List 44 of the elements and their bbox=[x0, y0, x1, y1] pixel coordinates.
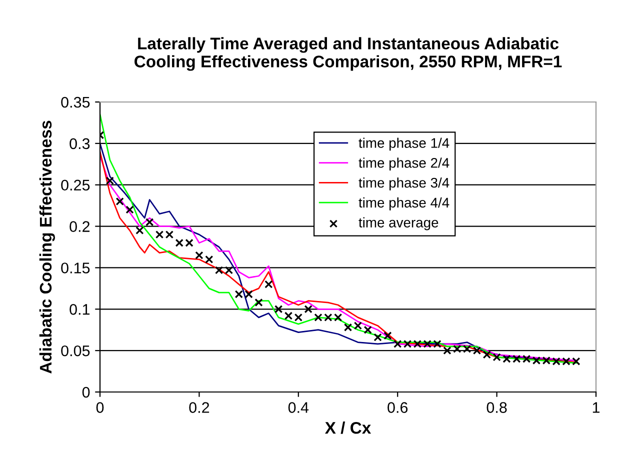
point bbox=[195, 251, 204, 260]
point bbox=[294, 313, 302, 322]
legend-label: time phase 1/4 bbox=[358, 138, 450, 151]
y-axis-title: Adiabatic Cooling Effectiveness bbox=[39, 120, 55, 374]
y-tick-label: 0 bbox=[82, 386, 90, 398]
y-tick-label: 0.2 bbox=[70, 221, 90, 232]
legend-label: time phase 4/4 bbox=[358, 197, 450, 210]
point bbox=[443, 346, 452, 355]
point bbox=[344, 323, 352, 332]
point bbox=[354, 322, 362, 330]
point bbox=[364, 326, 372, 334]
x-tick-label: 0.2 bbox=[189, 402, 210, 413]
y-tick-label: 0.3 bbox=[70, 138, 90, 150]
point bbox=[304, 305, 312, 314]
x-tick-label: 0.6 bbox=[388, 402, 408, 413]
y-tick-label: 0.35 bbox=[61, 96, 90, 108]
x-axis-title: X / Cx bbox=[324, 422, 372, 434]
x-tick-label: 0.4 bbox=[288, 402, 309, 413]
legend-label: time phase 2/4 bbox=[358, 158, 450, 171]
point bbox=[136, 226, 144, 235]
point bbox=[146, 218, 154, 226]
y-tick-label: 0.05 bbox=[61, 345, 90, 356]
point bbox=[116, 197, 124, 206]
point bbox=[482, 350, 491, 359]
x-tick-label: 0 bbox=[96, 402, 104, 413]
chart-title: Laterally Time Averaged and Instantaneous Adiabatic Cooling Effectiveness Comparison, 2550 RPM, MFR=1 bbox=[134, 37, 562, 71]
point bbox=[374, 333, 382, 342]
point bbox=[205, 255, 214, 264]
y-tick-label: 0.1 bbox=[70, 304, 90, 315]
point bbox=[106, 176, 114, 185]
point bbox=[274, 305, 283, 314]
point bbox=[492, 353, 501, 362]
point bbox=[384, 332, 392, 340]
x-tick-label: 1 bbox=[592, 402, 600, 413]
legend-label: time phase 3/4 bbox=[358, 177, 450, 190]
point bbox=[284, 312, 293, 320]
y-tick-label: 0.25 bbox=[61, 180, 90, 191]
point bbox=[254, 298, 263, 307]
point bbox=[472, 346, 482, 355]
y-tick-label: 0.15 bbox=[61, 262, 90, 274]
x-tick-label: 0.8 bbox=[486, 402, 507, 413]
point bbox=[264, 280, 273, 288]
legend-label: time average bbox=[358, 217, 438, 230]
point bbox=[126, 206, 134, 214]
